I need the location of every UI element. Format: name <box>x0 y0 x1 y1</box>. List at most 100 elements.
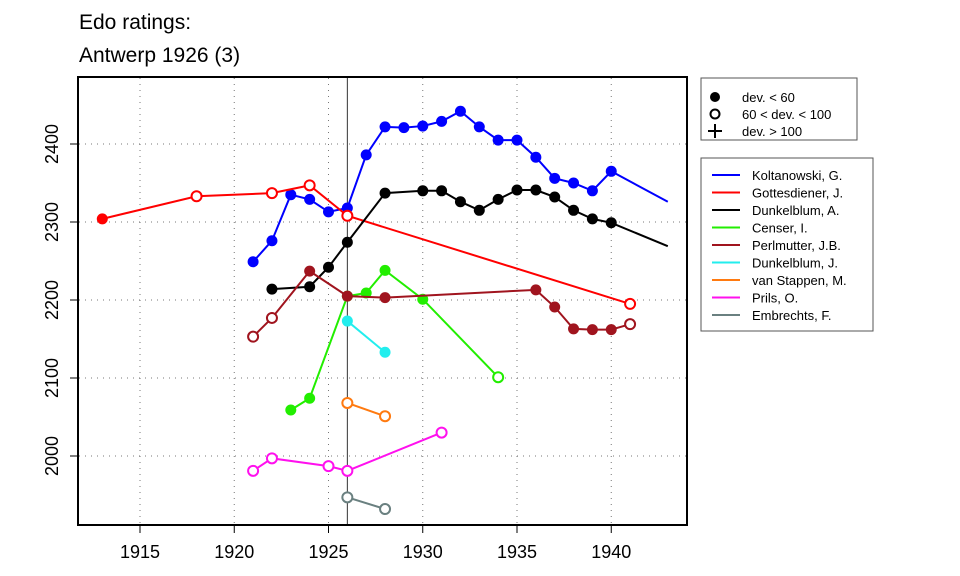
data-point <box>247 256 259 268</box>
y-tick-label: 2200 <box>42 280 62 320</box>
data-point <box>341 491 354 504</box>
data-point <box>265 452 278 465</box>
data-point <box>360 149 372 161</box>
data-point <box>341 236 353 248</box>
data-point <box>568 323 580 335</box>
data-point <box>304 193 316 205</box>
series-layer <box>96 105 669 516</box>
legend-label: Embrechts, F. <box>752 308 831 323</box>
legend-label: van Stappen, M. <box>752 273 847 288</box>
marker-legend-label: dev. < 60 <box>742 90 795 105</box>
data-point <box>454 105 466 117</box>
axes: 1915 1920 1925 1930 1935 1940 2000 2100 2200 2300… <box>42 124 631 562</box>
marker-legend: dev. < 60 60 < dev. < 100 dev. > 100 <box>700 77 858 141</box>
series-perlmutter-j-b- <box>247 265 637 343</box>
data-point <box>549 172 561 184</box>
series-line <box>290 268 499 411</box>
data-point <box>265 311 278 324</box>
data-point <box>341 290 353 302</box>
legend-label: Dunkelblum, A. <box>752 203 839 218</box>
chart-title-line1: Edo ratings: <box>79 11 191 34</box>
y-tick-label: 2400 <box>42 124 62 164</box>
data-point <box>624 297 637 310</box>
chart-title-line2: Antwerp 1926 (3) <box>79 44 240 67</box>
series-van-stappen-m- <box>341 396 392 423</box>
data-point <box>379 121 391 133</box>
data-point <box>473 204 485 216</box>
series-line <box>346 320 386 354</box>
data-point <box>304 265 316 277</box>
series-line <box>102 184 631 305</box>
x-tick-label: 1935 <box>497 542 537 562</box>
legend-label: Koltanowski, G. <box>752 168 842 183</box>
series-line <box>271 189 669 291</box>
data-point <box>511 184 523 196</box>
y-tick-label: 2100 <box>42 358 62 398</box>
data-point <box>511 134 523 146</box>
plot-frame <box>77 76 688 526</box>
data-point <box>323 261 334 273</box>
series-legend: Koltanowski, G. Gottesdiener, J. Dunkelblu… <box>700 157 874 332</box>
data-point <box>549 301 561 313</box>
data-point <box>323 206 334 218</box>
data-point <box>436 185 448 197</box>
data-point <box>360 287 372 299</box>
data-point <box>285 189 297 201</box>
data-point <box>473 121 485 133</box>
data-point <box>341 315 353 327</box>
data-point <box>454 196 466 208</box>
legend-label: Gottesdiener, J. <box>752 186 843 201</box>
data-point <box>379 503 392 516</box>
series-censer-i- <box>285 264 505 416</box>
y-tick-label: 2000 <box>42 436 62 476</box>
plus-icon <box>708 124 722 138</box>
data-point <box>435 426 448 439</box>
legend-label: Prils, O. <box>752 291 798 306</box>
data-point <box>398 122 410 134</box>
data-point <box>266 283 278 295</box>
data-point <box>605 165 617 177</box>
data-point <box>341 209 354 222</box>
data-point <box>247 464 260 477</box>
y-tick-label: 2300 <box>42 202 62 242</box>
series-line <box>347 402 386 418</box>
legend-label: Dunkelblum, J. <box>752 256 838 271</box>
data-point <box>586 324 598 336</box>
data-point <box>549 191 561 203</box>
data-point <box>379 410 392 423</box>
series-gottesdiener-j- <box>96 179 637 310</box>
x-tick-label: 1930 <box>403 542 443 562</box>
data-point <box>586 213 598 225</box>
x-tick-label: 1920 <box>214 542 254 562</box>
legend-label: Censer, I. <box>752 221 808 236</box>
data-point <box>492 134 504 146</box>
filled-circle-icon <box>710 92 720 102</box>
series-embrechts-f- <box>341 491 392 516</box>
data-point <box>303 179 316 192</box>
series-line <box>347 496 386 510</box>
data-point <box>322 460 335 473</box>
data-point <box>568 177 580 189</box>
series-dunkelblum-j- <box>341 315 391 358</box>
data-point <box>285 404 297 416</box>
data-point <box>266 235 278 247</box>
x-tick-label: 1940 <box>591 542 631 562</box>
data-point <box>341 396 354 409</box>
data-point <box>417 120 429 132</box>
data-point <box>624 318 637 331</box>
open-circle-icon <box>709 108 721 120</box>
data-point <box>436 115 448 127</box>
x-tick-label: 1915 <box>120 542 160 562</box>
data-point <box>530 151 542 163</box>
data-point <box>304 392 316 404</box>
data-point <box>341 464 354 477</box>
data-point <box>96 213 108 225</box>
data-point <box>247 330 260 343</box>
data-point <box>586 185 598 197</box>
x-tick-label: 1925 <box>308 542 348 562</box>
data-point <box>379 187 391 199</box>
data-point <box>379 292 391 304</box>
data-point <box>304 281 316 293</box>
data-point <box>265 187 278 200</box>
data-point <box>417 185 429 197</box>
